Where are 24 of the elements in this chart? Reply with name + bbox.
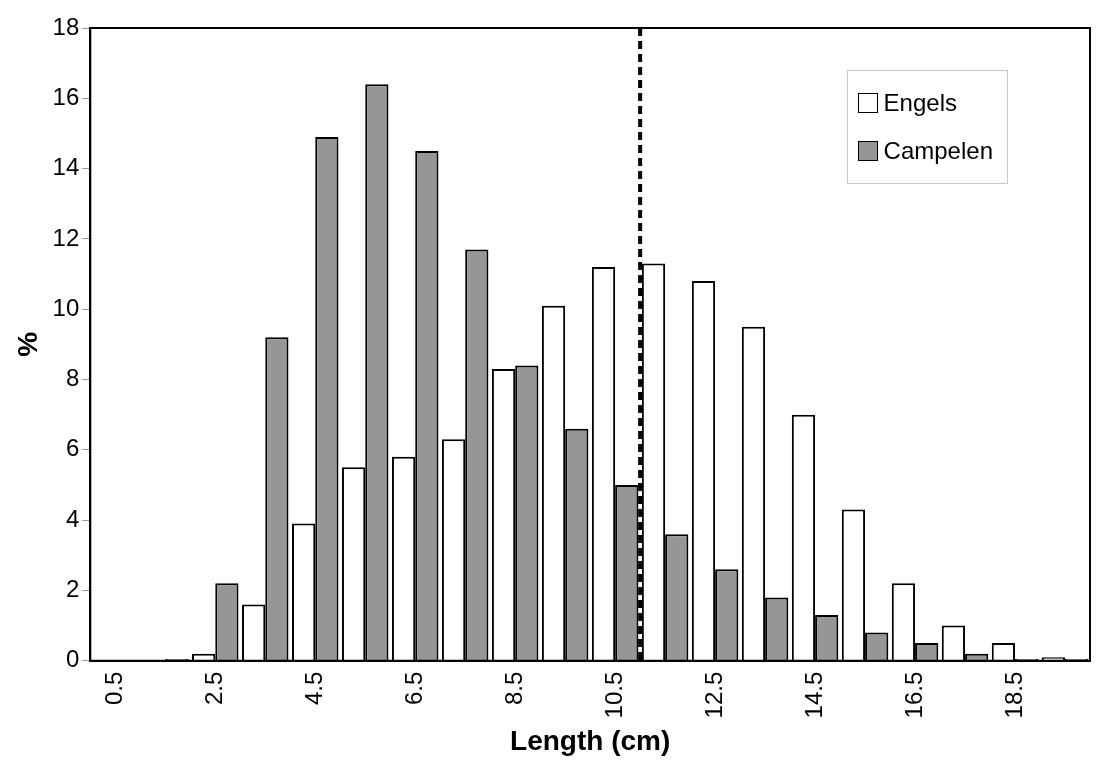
- y-axis-title: %: [11, 331, 43, 357]
- y-tick-label: 12: [52, 223, 80, 251]
- y-tick-label: 0: [65, 645, 80, 673]
- y-tick-label: 16: [52, 82, 80, 110]
- legend-label: Campelen: [883, 137, 993, 165]
- x-tick-label: 2.5: [199, 671, 227, 706]
- y-tick-label: 14: [52, 153, 80, 181]
- y-tick-label: 6: [65, 434, 80, 462]
- x-tick-label: 6.5: [399, 671, 427, 706]
- legend-label: Engels: [883, 89, 957, 117]
- y-tick-label: 4: [65, 504, 80, 532]
- x-tick-label: 8.5: [499, 671, 527, 706]
- y-tick-label: 10: [52, 293, 80, 321]
- x-tick-label: 12.5: [699, 671, 727, 719]
- x-tick-label: 16.5: [899, 671, 927, 719]
- y-tick-label: 8: [65, 364, 80, 392]
- x-tick-label: 18.5: [999, 671, 1027, 719]
- x-tick-label: 10.5: [599, 671, 627, 719]
- x-axis-title: Length (cm): [510, 724, 671, 756]
- x-tick-label: 4.5: [299, 671, 327, 706]
- x-tick-label: 14.5: [799, 671, 827, 719]
- x-tick-label: 0.5: [99, 671, 127, 706]
- y-tick-label: 2: [65, 575, 80, 603]
- y-tick-label: 18: [52, 12, 80, 40]
